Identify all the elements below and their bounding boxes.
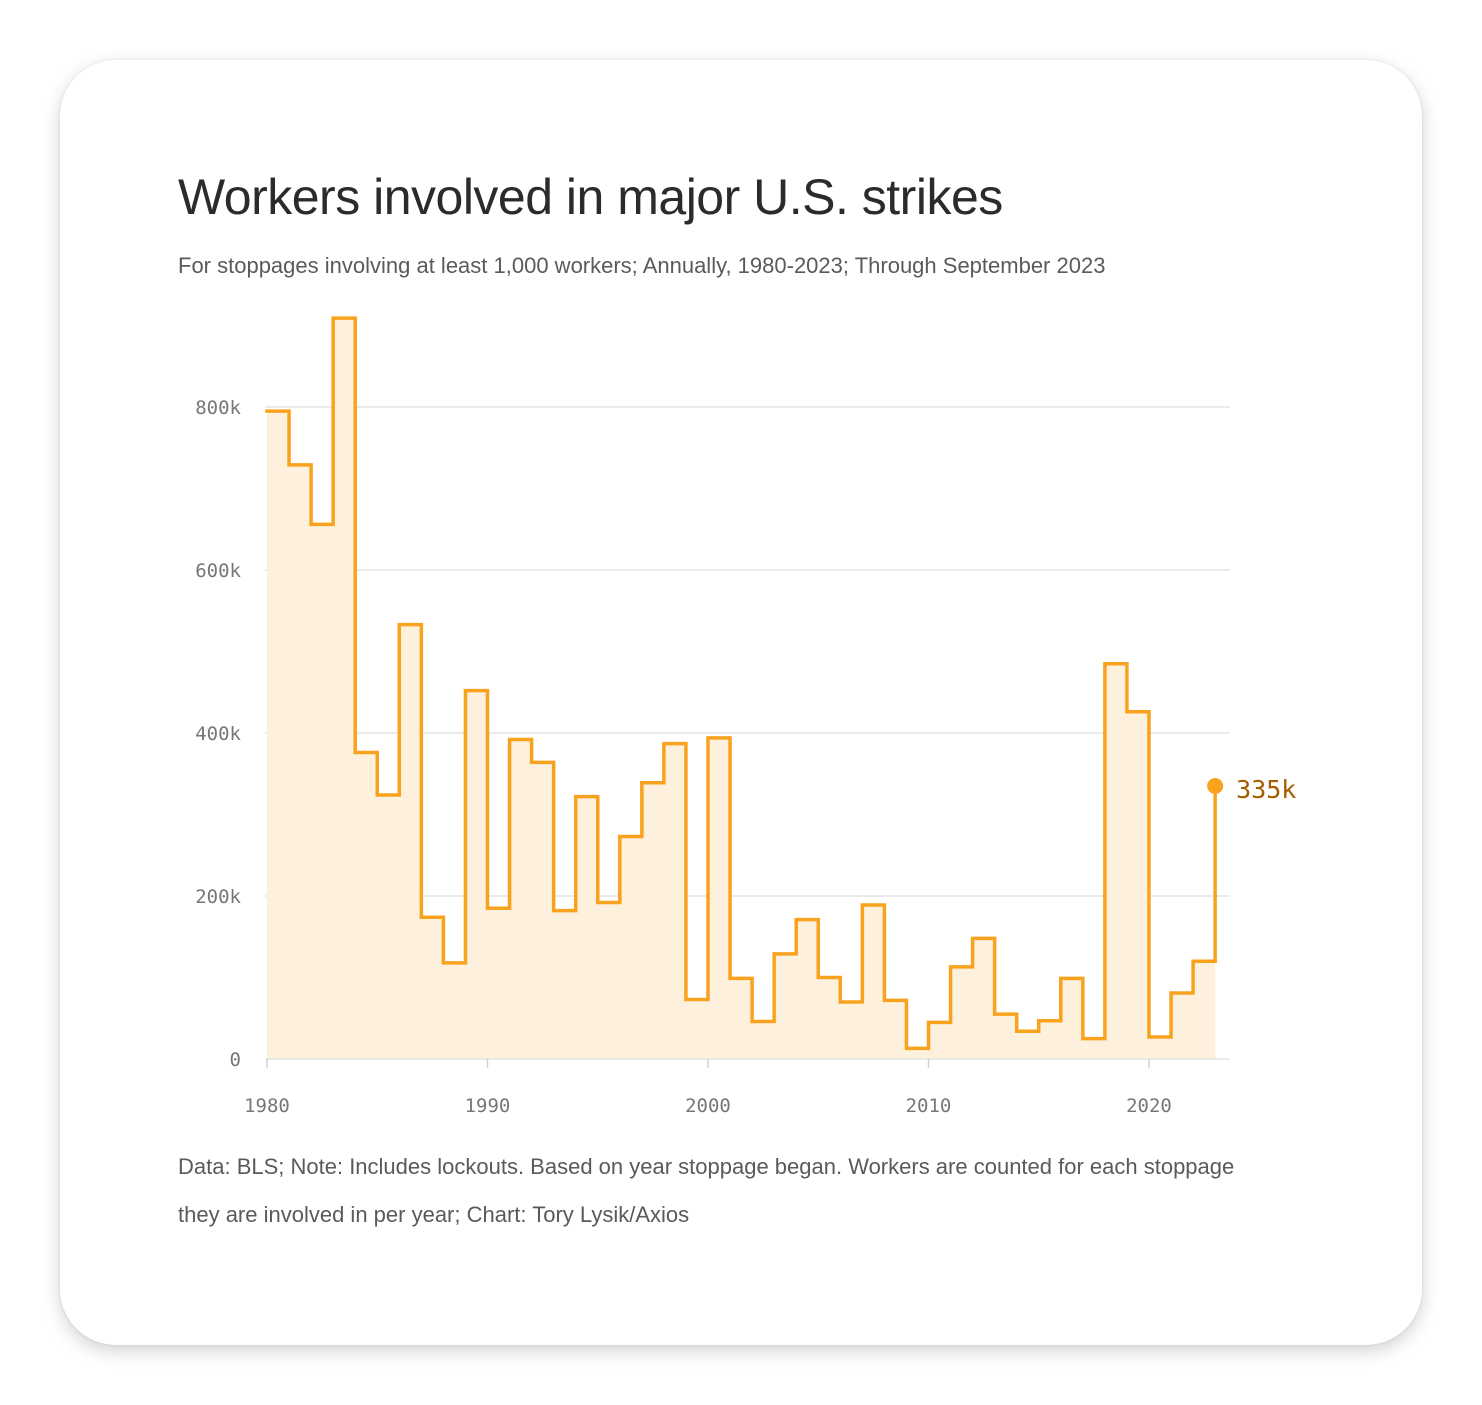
series-line <box>265 316 1217 1051</box>
step-area-chart: 0 200k 400k 600k 800k 1980 1990 2000 2010 2020 335… <box>195 316 1296 1117</box>
x-tick-label: 2020 <box>1126 1095 1172 1117</box>
chart-title: Workers involved in major U.S. strikes <box>178 169 1003 225</box>
x-tick-label: 2010 <box>906 1095 952 1117</box>
chart-card: Workers involved in major U.S. strikes F… <box>60 60 1422 1345</box>
x-tick-label: 1990 <box>465 1095 511 1117</box>
y-tick-label: 0 <box>230 1049 241 1071</box>
y-tick-label: 800k <box>195 397 241 419</box>
last-value-label: 335k <box>1236 775 1296 804</box>
chart-footnote: Data: BLS; Note: Includes lockouts. Base… <box>178 1154 1235 1227</box>
area-fill <box>267 318 1216 1059</box>
y-tick-label: 600k <box>195 560 241 582</box>
x-tick-label: 2000 <box>685 1095 731 1117</box>
y-tick-label: 200k <box>195 886 241 908</box>
chart-subtitle: For stoppages involving at least 1,000 w… <box>178 253 1106 278</box>
last-point-marker <box>1207 777 1224 794</box>
y-tick-label: 400k <box>195 723 241 745</box>
x-tick-label: 1980 <box>244 1095 290 1117</box>
